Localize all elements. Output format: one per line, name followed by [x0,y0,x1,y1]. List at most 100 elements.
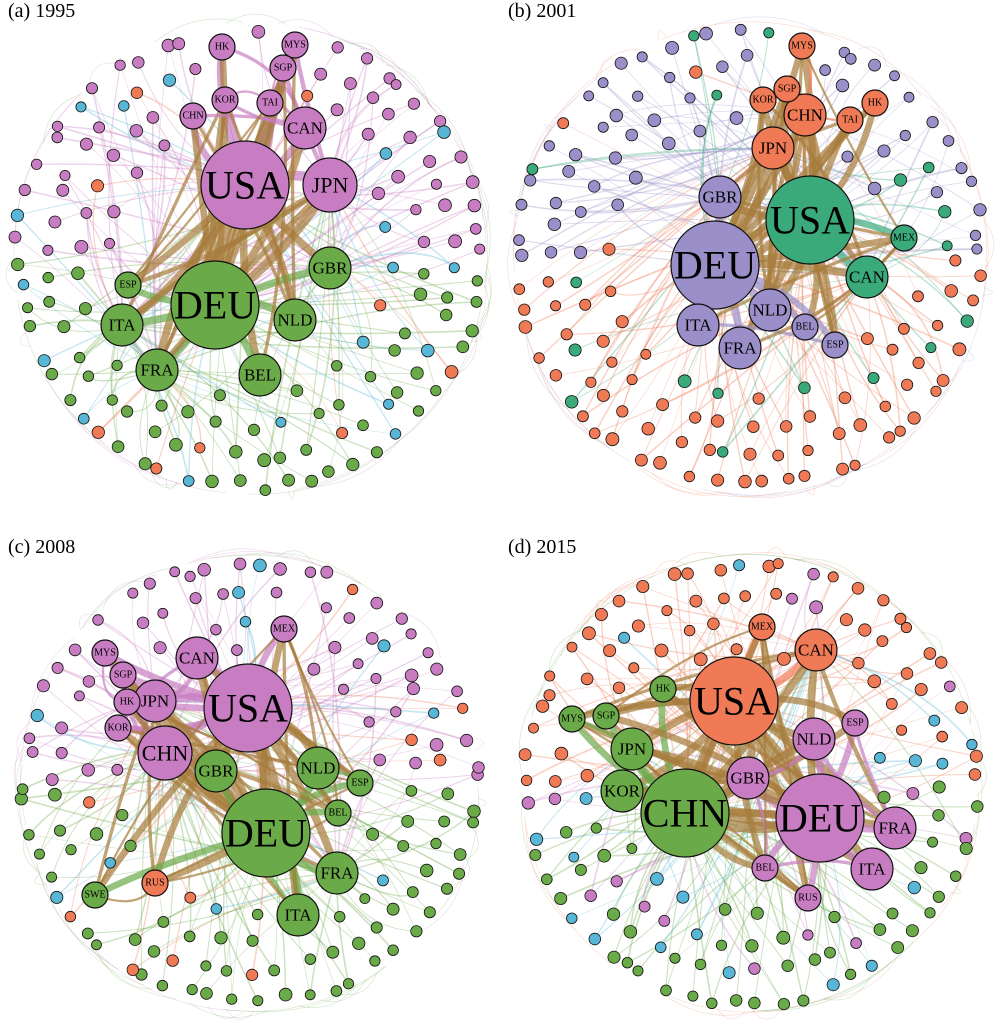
country-node-small [172,37,186,51]
country-node-small [328,640,342,654]
trade-edge [121,324,213,482]
country-label: TAI [262,98,278,109]
country-node-small [574,206,587,218]
country-node-small [8,230,22,244]
peripheral-edge [18,764,49,890]
peripheral-edge [723,464,865,497]
country-node-small [745,939,759,953]
country-node-circle [141,869,169,897]
country-node-kor: KOR [211,86,239,114]
country-node-small [885,697,898,710]
country-node-small [379,221,392,233]
country-node-small [844,968,857,980]
country-node-small [628,662,640,674]
country-node-small [597,77,609,89]
country-node-small [602,242,616,256]
country-node-small [150,462,163,475]
country-node-small [966,738,978,751]
trade-edge [804,114,919,297]
trade-edge [215,770,461,856]
country-label: ITA [859,860,887,879]
country-node-small [429,738,444,752]
country-node-small [718,592,730,605]
peripheral-edge [306,441,399,488]
country-node-small [45,367,59,381]
country-label: USA [208,686,288,731]
country-label: RUS [798,893,817,904]
major-trade-flow [757,98,772,312]
country-node-small [290,384,304,398]
country-node-small [300,443,313,456]
country-node-small [683,624,696,637]
country-label: GBR [199,762,235,781]
country-node-small [566,912,578,925]
country-node-small [406,886,419,899]
country-node-small [437,125,451,139]
country-node-fra: FRA [718,326,762,370]
country-node-bel: BEL [324,799,352,827]
country-node-usa: USA [200,140,290,230]
peripheral-edge [544,124,554,132]
country-node-small [382,107,395,121]
country-node-ita: ITA [100,303,144,347]
country-node-small [78,302,92,316]
country-node-small [48,215,62,229]
country-node-small [26,746,39,758]
country-node-small [938,205,952,219]
country-node-small [104,237,116,249]
country-node-hk: HK [649,675,677,703]
country-node-small [370,596,384,610]
country-node-small [772,558,784,570]
country-node-small [209,415,222,428]
country-node-small [588,932,602,946]
peripheral-edge [930,105,972,176]
country-node-small [388,344,401,357]
country-node-circle [775,773,865,863]
peripheral-edge [358,48,404,79]
country-node-small [677,374,692,389]
peripheral-edge [576,565,682,635]
country-node-small [440,882,453,895]
country-node-small [127,587,139,599]
peripheral-edge [657,30,667,41]
country-node-small [405,785,418,797]
country-node-small [383,398,395,410]
country-node-small [549,369,563,382]
country-node-small [157,607,169,619]
country-label: ESP [826,340,844,351]
country-node-circle [270,615,298,643]
country-node-mys: MYS [788,32,816,60]
country-node-small [743,447,757,461]
country-node-small [259,484,272,497]
country-node-small [832,427,846,441]
country-node-small [927,836,939,848]
country-node-small [950,870,962,882]
country-node-small [729,994,743,1007]
peripheral-edge [525,823,575,930]
country-node-small [718,903,732,916]
country-label: CAN [849,268,885,287]
country-node-small [23,829,35,841]
country-node-circle [676,303,720,347]
country-node-small [377,639,391,653]
country-node-small [770,587,783,600]
country-node-small [423,906,436,919]
country-label: USA [694,679,774,724]
country-node-small [899,129,911,142]
country-node-circle [698,175,742,219]
country-node-small [730,643,743,656]
country-node-small [359,893,371,905]
country-node-small [210,903,223,915]
country-node-small [428,707,440,719]
country-node-small [379,147,393,160]
country-node-small [440,308,453,322]
country-node-small [305,474,319,488]
country-node-small [707,617,720,631]
country-node-small [74,690,85,702]
country-node-circle [113,688,141,716]
country-node-circle [749,86,777,114]
country-node-small [51,120,64,132]
country-node-small [451,685,463,698]
country-node-small [631,619,645,633]
country-node-small [540,873,553,886]
